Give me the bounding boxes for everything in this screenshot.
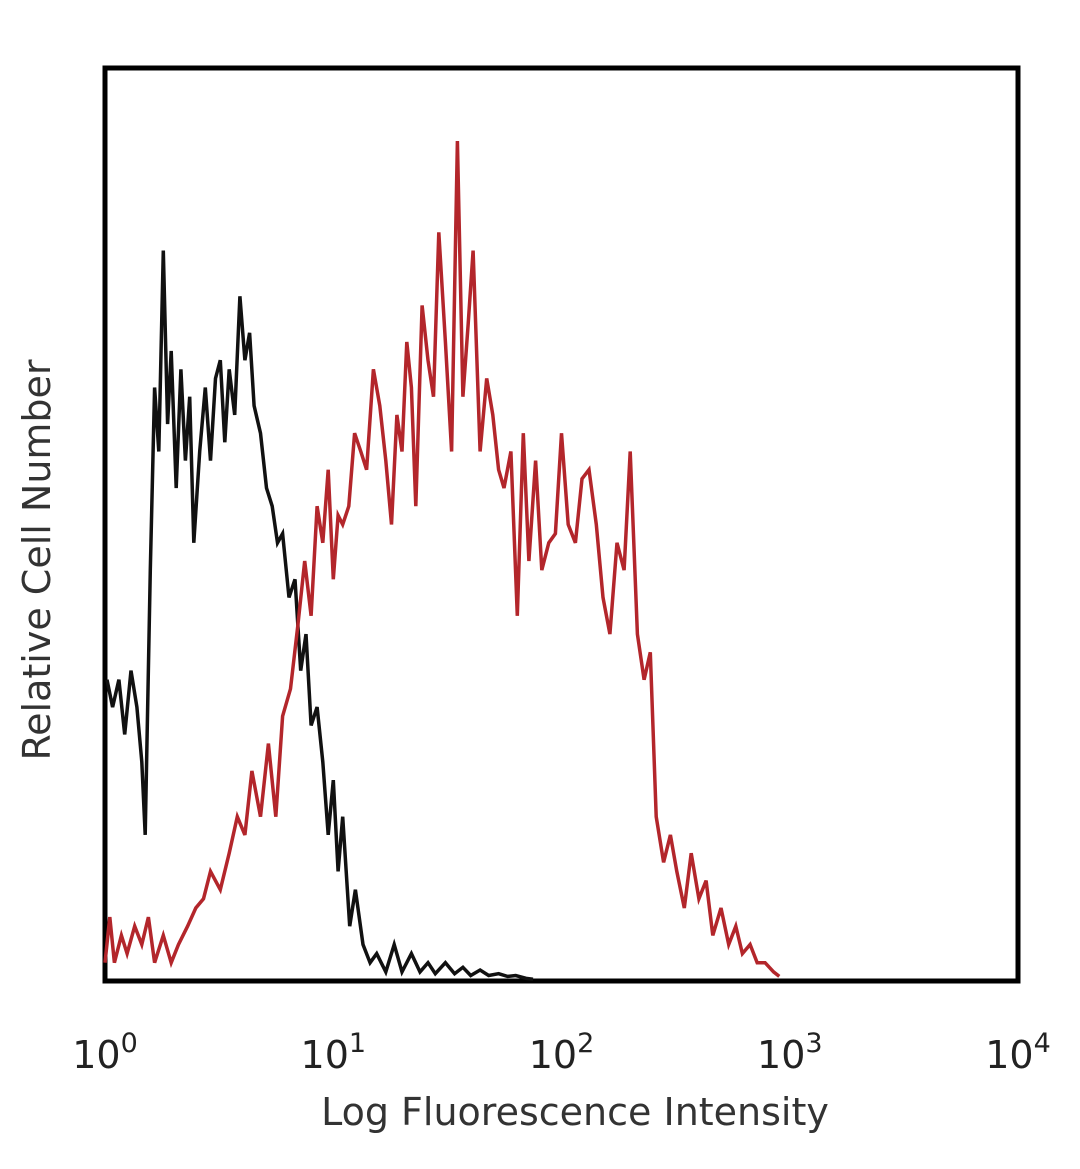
plot-frame bbox=[102, 65, 1021, 984]
x-axis-label: Log Fluorescence Intensity bbox=[321, 1090, 829, 1134]
x-tick-labels: 100 101 102 103 104 bbox=[72, 1028, 1051, 1077]
x-tick-label-2: 102 bbox=[529, 1028, 595, 1077]
histogram-series-2 bbox=[103, 140, 781, 978]
x-tick-label-4: 104 bbox=[985, 1028, 1051, 1077]
x-tick-label-1: 101 bbox=[301, 1028, 367, 1077]
x-tick-label-3: 103 bbox=[757, 1028, 823, 1077]
histogram-series-1 bbox=[105, 250, 534, 981]
x-tick-label-0: 100 bbox=[72, 1028, 138, 1077]
series-layer bbox=[103, 140, 781, 981]
y-axis-label: Relative Cell Number bbox=[15, 359, 59, 760]
